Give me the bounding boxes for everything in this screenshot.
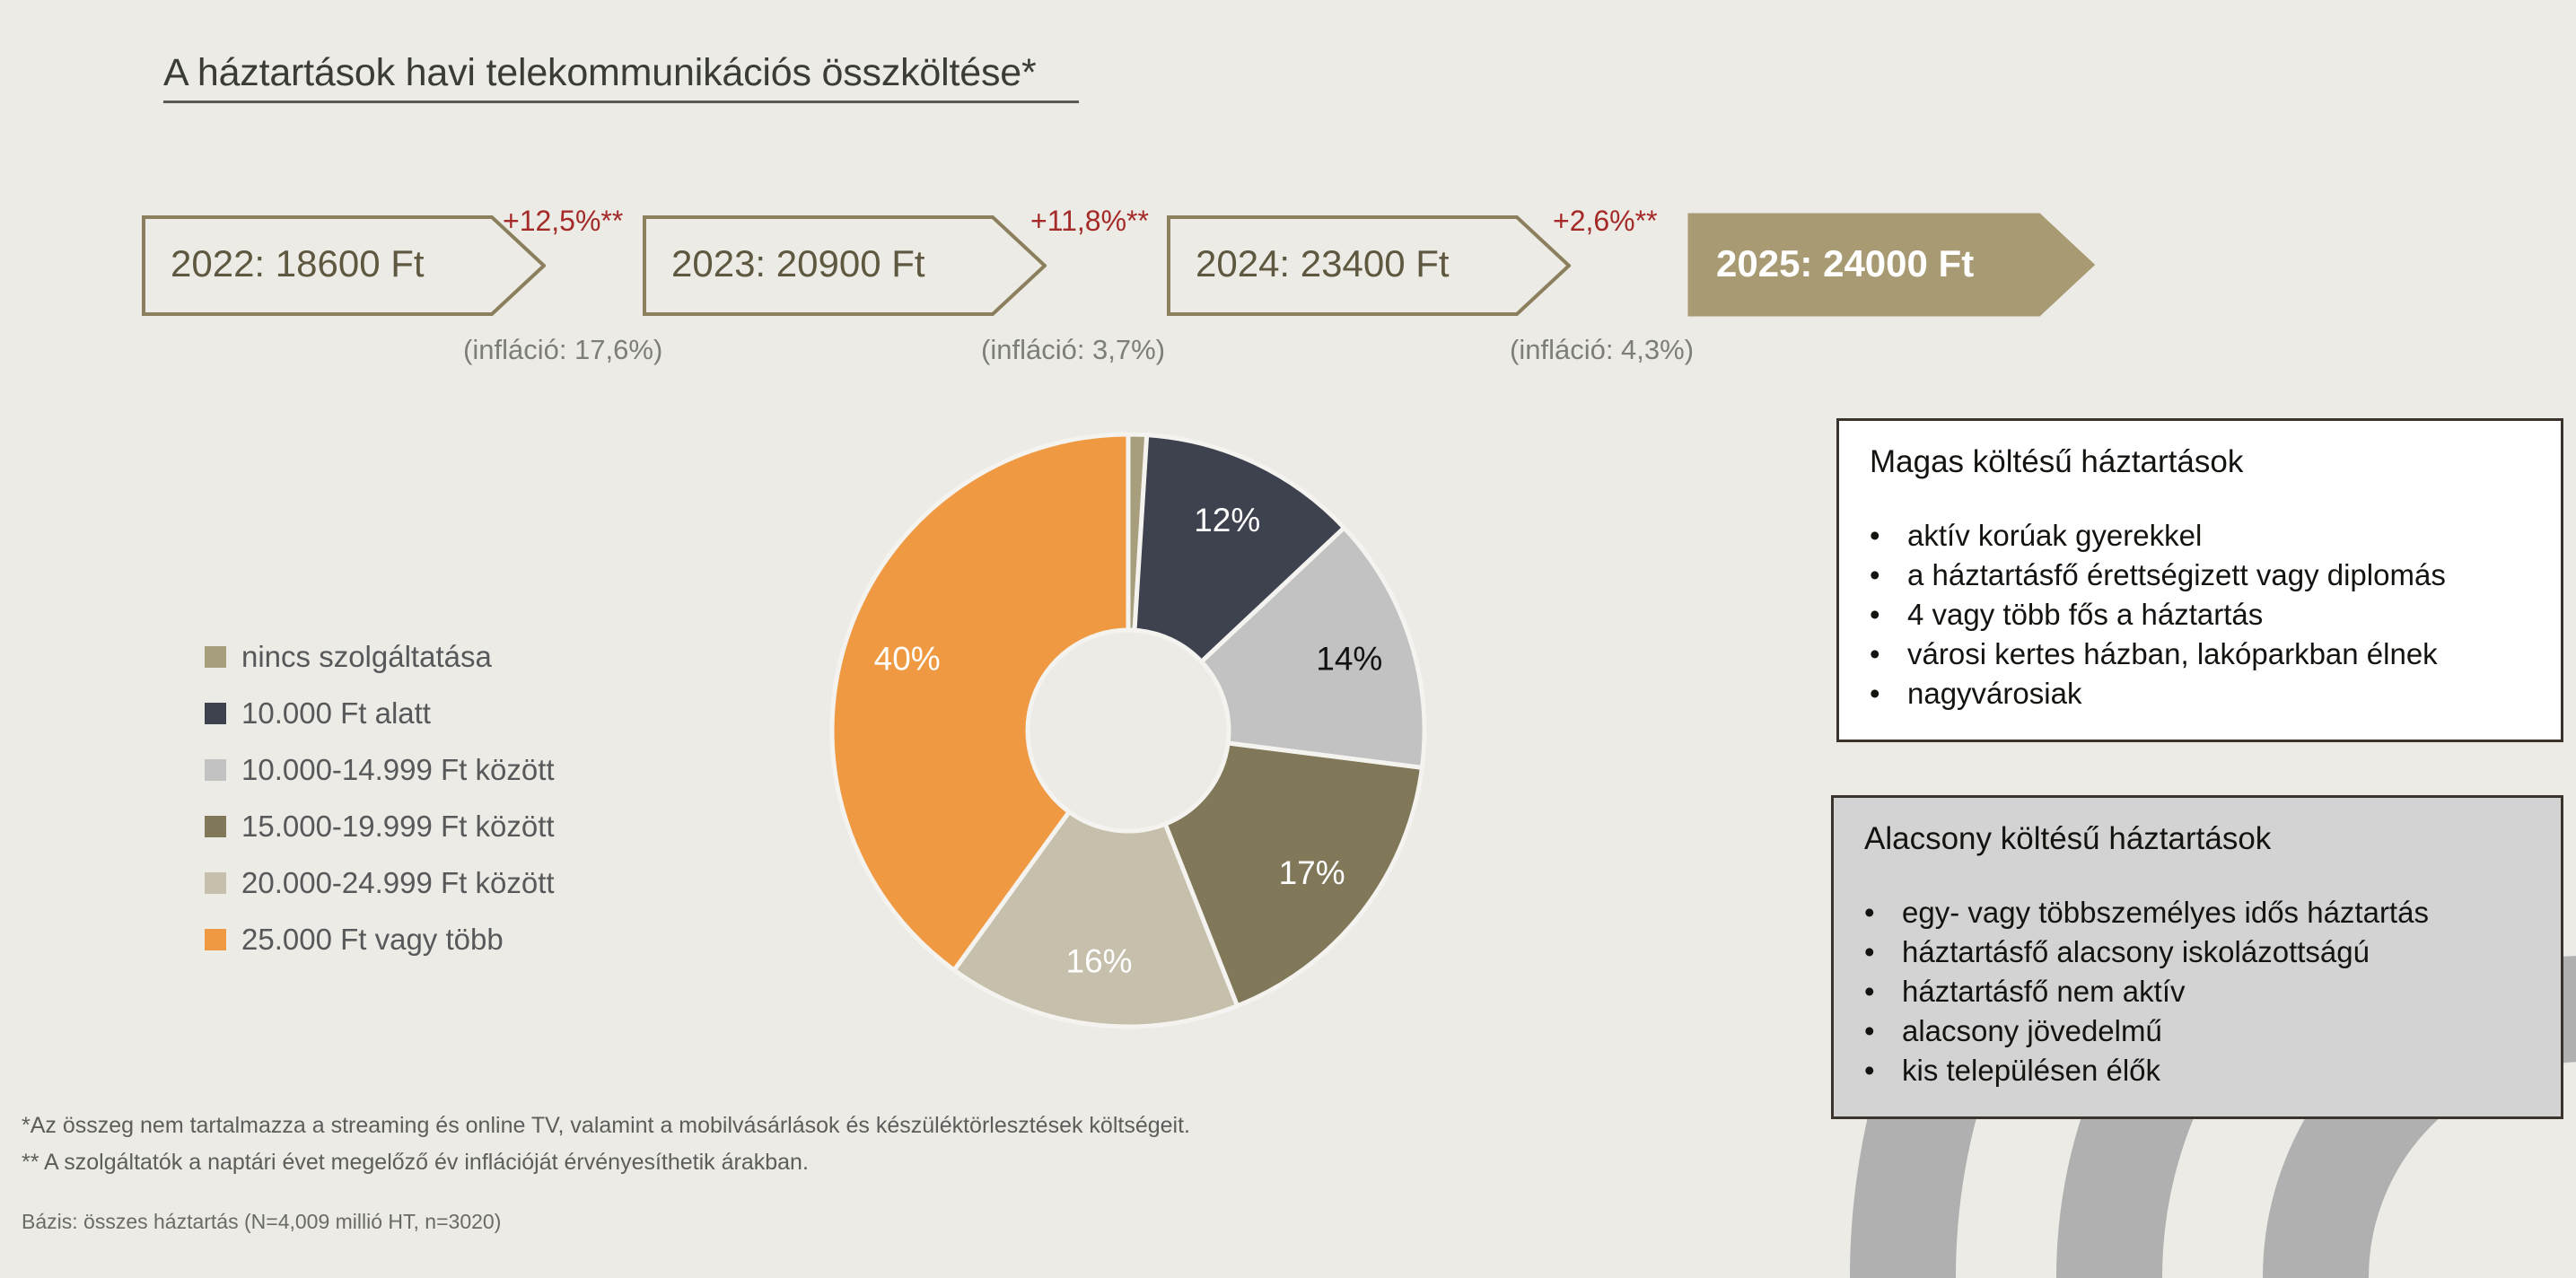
- legend-label-0: nincs szolgáltatása: [241, 639, 492, 673]
- timeline-inflation-2: (infláció: 3,7%): [981, 334, 1166, 365]
- timeline-step-2[interactable]: [643, 215, 1047, 316]
- legend-swatch-4: [205, 871, 226, 894]
- list-item: • kis településen élők: [1864, 1051, 2530, 1090]
- timeline-delta-3: +2,6%**: [1553, 205, 1658, 237]
- high-spend-list: • aktív korúak gyerekkel • a háztartásfő é…: [1870, 516, 2530, 713]
- list-item-label: háztartásfő nem aktív: [1902, 974, 2186, 1008]
- bullet-icon: •: [1864, 896, 1875, 929]
- timeline-step-1[interactable]: [142, 215, 546, 316]
- pie-slice-label: 12%: [1194, 502, 1260, 538]
- pie-slice-label: 14%: [1316, 640, 1382, 677]
- list-item: • városi kertes házban, lakóparkban élnek: [1870, 635, 2530, 674]
- list-item-label: kis településen élők: [1902, 1053, 2161, 1087]
- list-item-label: nagyvárosiak: [1907, 676, 2082, 710]
- bullet-icon: •: [1864, 1013, 1875, 1047]
- chart-legend: nincs szolgáltatása 10.000 Ft alatt 10.0…: [205, 628, 555, 967]
- timeline-step-4-label: 2025: 24000 Ft: [1716, 242, 1975, 284]
- pie-slice[interactable]: [829, 432, 1131, 974]
- list-item: • 4 vagy több fős a háztartás: [1870, 595, 2530, 635]
- pie-slice-label: 17%: [1279, 854, 1345, 891]
- legend-label-3: 15.000-19.999 Ft között: [241, 809, 555, 843]
- pie-slice-label: 40%: [874, 640, 941, 677]
- legend-item-4[interactable]: 20.000-24.999 Ft között: [205, 854, 555, 911]
- list-item: • háztartásfő alacsony iskolázottságú: [1864, 932, 2530, 972]
- bullet-icon: •: [1864, 934, 1875, 968]
- low-spend-box-title: Alacsony költésű háztartások: [1864, 821, 2272, 856]
- pie-slice-label: 16%: [1066, 942, 1133, 979]
- list-item-label: egy- vagy többszemélyes idős háztartás: [1902, 896, 2429, 929]
- legend-swatch-5: [205, 928, 226, 950]
- legend-item-0[interactable]: nincs szolgáltatása: [205, 628, 555, 685]
- list-item-label: aktív korúak gyerekkel: [1907, 519, 2203, 552]
- legend-swatch-3: [205, 815, 226, 837]
- bullet-icon: •: [1864, 1053, 1875, 1087]
- bullet-icon: •: [1864, 974, 1875, 1008]
- pie-slice[interactable]: [951, 809, 1240, 1029]
- high-spend-box-title: Magas költésű háztartások: [1870, 444, 2244, 479]
- list-item: • háztartásfő nem aktív: [1864, 972, 2530, 1011]
- pie-slice[interactable]: [1161, 740, 1425, 1010]
- legend-label-4: 20.000-24.999 Ft között: [241, 865, 555, 899]
- list-item: • alacsony jövedelmű: [1864, 1011, 2530, 1051]
- list-item-label: a háztartásfő érettségizett vagy diplomá…: [1907, 557, 2446, 591]
- legend-swatch-2: [205, 758, 226, 781]
- legend-label-5: 25.000 Ft vagy több: [241, 922, 504, 956]
- bullet-icon: •: [1870, 519, 1880, 552]
- list-item-label: alacsony jövedelmű: [1902, 1013, 2162, 1047]
- legend-item-2[interactable]: 10.000-14.999 Ft között: [205, 741, 555, 798]
- low-spend-list: • egy- vagy többszemélyes idős háztartás …: [1864, 893, 2530, 1090]
- pie-slice[interactable]: [1132, 432, 1348, 665]
- timeline-step-2-label: 2023: 20900 Ft: [671, 242, 925, 284]
- timeline-inflation-1: (infláció: 17,6%): [463, 334, 663, 365]
- timeline-step-3[interactable]: [1167, 215, 1571, 316]
- bullet-icon: •: [1870, 597, 1880, 631]
- donut-chart: 12% 14% 17% 16% 40%: [772, 408, 1490, 1059]
- list-item: • egy- vagy többszemélyes idős háztartás: [1864, 893, 2530, 932]
- timeline-delta-2: +11,8%**: [1030, 205, 1149, 237]
- donut-chart-svg: 12% 14% 17% 16% 40%: [829, 432, 1427, 1029]
- footnote-1: *Az összeg nem tartalmazza a streaming é…: [22, 1113, 1190, 1138]
- high-spend-box: Magas költésű háztartások • aktív korúak …: [1836, 418, 2563, 743]
- basis-note: Bázis: összes háztartás (N=4,009 millió …: [22, 1210, 502, 1233]
- list-item-label: 4 vagy több fős a háztartás: [1907, 597, 2264, 631]
- legend-item-3[interactable]: 15.000-19.999 Ft között: [205, 798, 555, 854]
- list-item: • nagyvárosiak: [1870, 674, 2530, 713]
- timeline-step-1-label: 2022: 18600 Ft: [171, 242, 425, 284]
- bullet-icon: •: [1870, 676, 1880, 710]
- bullet-icon: •: [1870, 636, 1880, 670]
- timeline-inflation-3: (infláció: 4,3%): [1510, 334, 1695, 365]
- title-underline: [163, 101, 1079, 103]
- pie-slice[interactable]: [1198, 524, 1427, 771]
- list-item: • aktív korúak gyerekkel: [1870, 516, 2530, 556]
- legend-item-1[interactable]: 10.000 Ft alatt: [205, 685, 555, 741]
- legend-swatch-1: [205, 702, 226, 724]
- footnote-2: ** A szolgáltatók a naptári évet megelőz…: [22, 1150, 809, 1175]
- legend-label-1: 10.000 Ft alatt: [241, 696, 431, 730]
- bullet-icon: •: [1870, 557, 1880, 591]
- timeline-step-3-label: 2024: 23400 Ft: [1196, 242, 1450, 284]
- legend-label-2: 10.000-14.999 Ft között: [241, 752, 555, 786]
- timeline-delta-1: +12,5%**: [503, 205, 624, 237]
- timeline-step-4[interactable]: [1687, 213, 2096, 317]
- list-item: • a háztartásfő érettségizett vagy diplom…: [1870, 556, 2530, 595]
- legend-swatch-0: [205, 645, 226, 668]
- page-title: A háztartások havi telekommunikációs öss…: [163, 51, 1037, 94]
- list-item-label: városi kertes házban, lakóparkban élnek: [1907, 636, 2438, 670]
- list-item-label: háztartásfő alacsony iskolázottságú: [1902, 934, 2370, 968]
- low-spend-box: Alacsony költésű háztartások • egy- vagy …: [1831, 795, 2563, 1120]
- legend-item-5[interactable]: 25.000 Ft vagy több: [205, 911, 555, 967]
